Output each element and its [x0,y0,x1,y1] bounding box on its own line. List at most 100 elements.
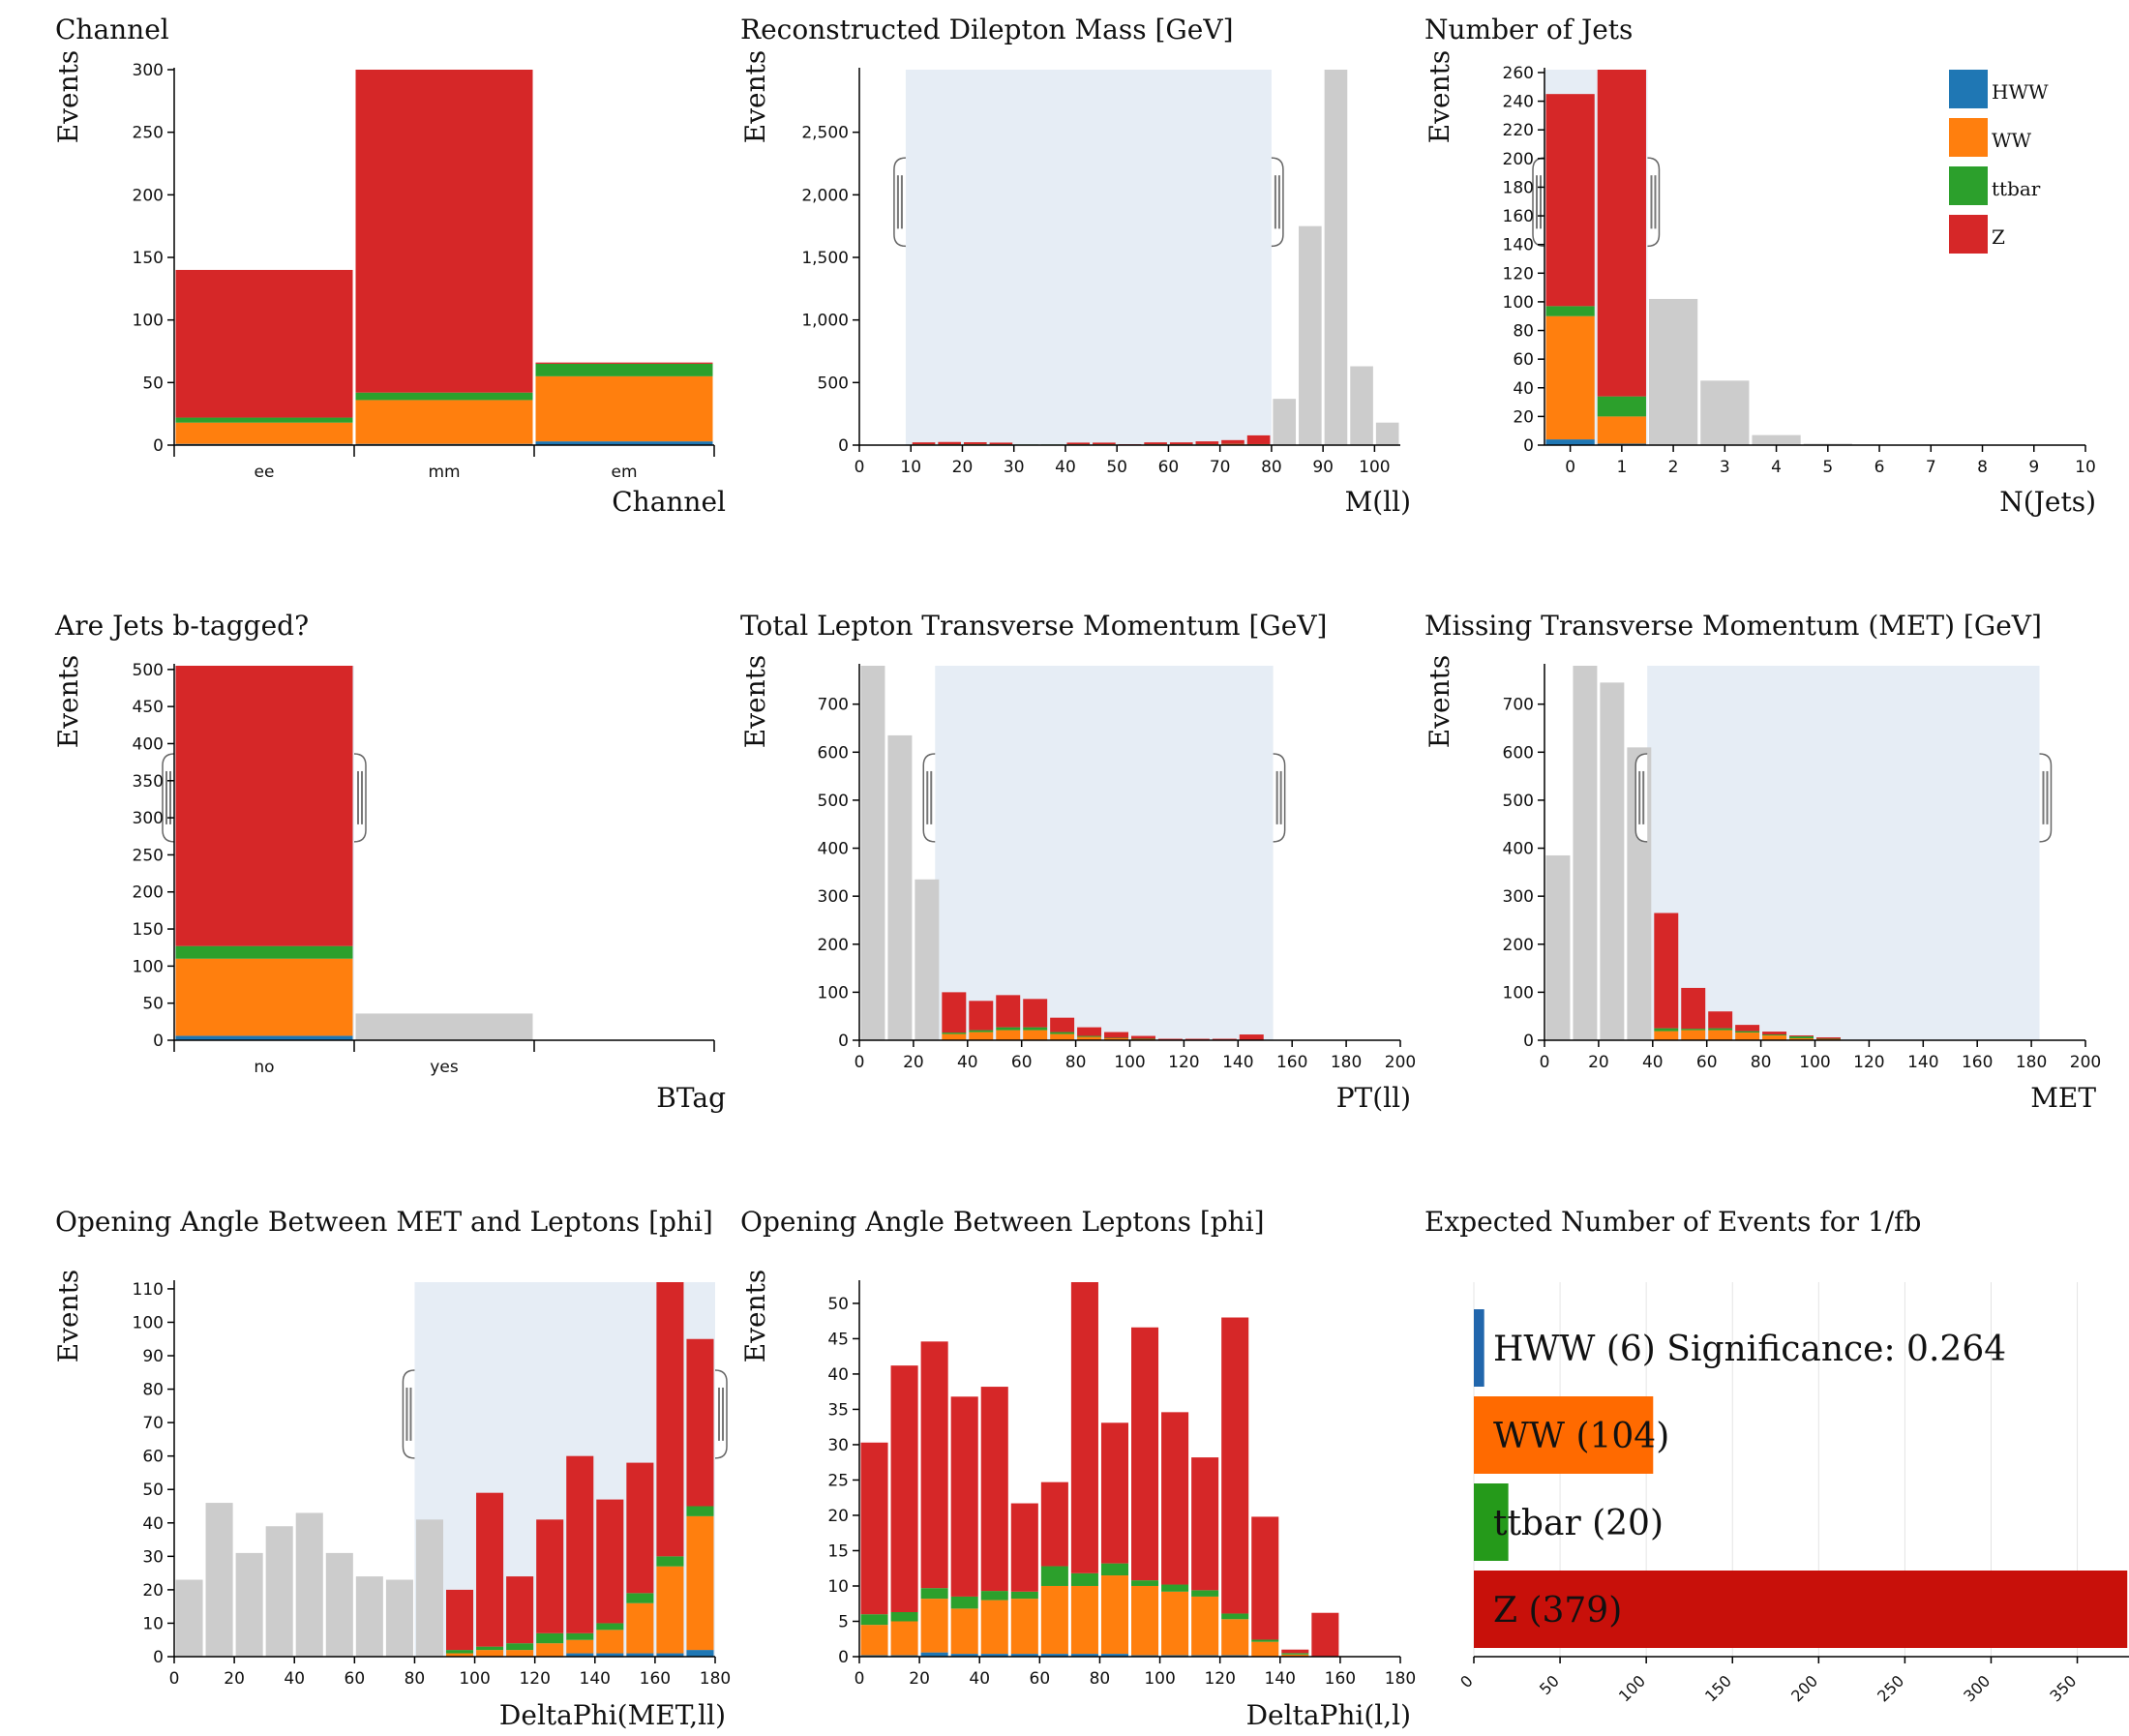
bar-segment-WW[interactable] [1708,1030,1733,1040]
bar-segment-HWW[interactable] [566,1653,594,1657]
bar-segment-Z[interactable] [1597,70,1646,397]
brush-selection[interactable] [1647,666,2040,1040]
bar-segment-Z[interactable] [989,442,1013,445]
brush-handle-arc[interactable] [922,753,936,843]
bar-segment-Z[interactable] [175,666,353,946]
bar-segment-ttbar[interactable] [1023,1027,1048,1031]
bar-segment-Z[interactable] [535,362,713,364]
bar-segment-ttbar[interactable] [1191,1590,1219,1597]
inactive-bar[interactable] [235,1552,263,1657]
bar-segment-WW[interactable] [566,1639,594,1654]
bar-HWW[interactable] [1474,1309,1484,1387]
bar-segment-Z[interactable] [1762,1032,1787,1035]
inactive-bar[interactable] [1752,434,1801,445]
brush-handle-arc[interactable] [2039,753,2053,843]
bar-segment-WW[interactable] [1104,1038,1128,1040]
bar-segment-Z[interactable] [1251,1516,1279,1640]
bar-segment-Z[interactable] [950,1396,978,1597]
bar-segment-WW[interactable] [1077,1036,1102,1040]
bar-segment-Z[interactable] [1789,1035,1814,1037]
bar-segment-Z[interactable] [1077,1027,1102,1036]
brush-handle-arc[interactable] [1271,157,1284,248]
bar-segment-HWW[interactable] [1040,1654,1068,1657]
bar-segment-Z[interactable] [1161,1412,1189,1585]
bar-segment-HWW[interactable] [596,1653,624,1657]
inactive-bar[interactable] [415,1519,443,1657]
bar-segment-WW[interactable] [1789,1038,1814,1040]
bar-segment-WW[interactable] [446,1653,474,1657]
bar-segment-ttbar[interactable] [535,363,713,376]
bar-segment-HWW[interactable] [1070,1654,1098,1657]
inactive-bar[interactable] [1350,366,1373,445]
bar-segment-ttbar[interactable] [1708,1028,1733,1031]
bar-segment-WW[interactable] [506,1650,534,1657]
bar-segment-Z[interactable] [1311,1612,1339,1657]
bar-segment-Z[interactable] [596,1499,624,1624]
bar-ttbar[interactable] [1474,1483,1509,1561]
brush-handle-arc[interactable] [402,1369,415,1459]
met-brush-handle[interactable] [2039,753,2053,843]
inactive-bar[interactable] [1299,225,1322,445]
inactive-bar[interactable] [205,1503,233,1657]
bar-segment-Z[interactable] [1040,1482,1068,1567]
bar-segment-Z[interactable] [1221,439,1244,444]
bar-segment-ttbar[interactable] [1161,1584,1189,1592]
bar-segment-ttbar[interactable] [355,392,533,401]
bar-segment-Z[interactable] [1066,442,1091,445]
bar-segment-ttbar[interactable] [969,1030,994,1033]
bar-segment-ttbar[interactable] [1281,1653,1309,1655]
bar-segment-ttbar[interactable] [1597,396,1646,417]
bar-segment-ttbar[interactable] [446,1650,474,1654]
bar-segment-ttbar[interactable] [506,1643,534,1651]
bar-segment-Z[interactable] [476,1492,504,1647]
bar-segment-WW[interactable] [890,1621,918,1656]
bar-segment-ttbar[interactable] [1735,1031,1760,1033]
inactive-bar[interactable] [1700,380,1750,445]
bar-segment-Z[interactable] [920,1341,948,1589]
bar-segment-WW[interactable] [1597,416,1646,444]
bar-segment-HWW[interactable] [626,1653,654,1657]
bar-segment-Z[interactable] [1144,442,1167,445]
bar-segment-Z[interactable] [1093,442,1116,445]
bar-WW[interactable] [1474,1396,1654,1474]
inactive-bar[interactable] [355,1576,383,1657]
bar-segment-WW[interactable] [860,1625,888,1656]
bar-segment-Z[interactable] [1131,1327,1159,1581]
bar-segment-Z[interactable] [963,442,987,444]
bar-segment-ttbar[interactable] [536,1632,564,1644]
inactive-bar[interactable] [325,1552,353,1657]
btag-brush-handle[interactable] [162,753,175,843]
bar-segment-Z[interactable] [860,1442,888,1615]
bar-segment-Z[interactable] [1654,913,1679,1029]
bar-segment-WW[interactable] [656,1566,684,1654]
bar-segment-Z[interactable] [938,441,961,445]
inactive-bar[interactable] [860,666,885,1040]
bar-segment-Z[interactable] [1212,1038,1237,1040]
bar-segment-Z[interactable] [996,995,1021,1028]
inactive-bar[interactable] [355,1013,533,1040]
bar-segment-WW[interactable] [1681,1030,1706,1040]
brush-selection[interactable] [935,666,1274,1040]
bar-segment-Z[interactable] [446,1589,474,1651]
bar-segment-WW[interactable] [1010,1599,1038,1655]
bar-segment-WW[interactable] [1281,1654,1309,1657]
bar-segment-HWW[interactable] [950,1654,978,1657]
bar-segment-ttbar[interactable] [1789,1036,1814,1039]
bar-segment-WW[interactable] [920,1599,948,1653]
bar-segment-Z[interactable] [1239,1034,1264,1040]
bar-segment-WW[interactable] [1040,1585,1068,1655]
brush-handle-arc[interactable] [1647,157,1661,248]
brush-handle-arc[interactable] [714,1369,728,1459]
btag-brush-handle[interactable] [353,753,367,843]
bar-segment-ttbar[interactable] [1010,1591,1038,1600]
brush-handle-arc[interactable] [353,753,367,843]
bar-segment-ttbar[interactable] [1077,1035,1102,1037]
inactive-bar[interactable] [385,1579,413,1657]
bar-segment-Z[interactable] [686,1338,714,1507]
inactive-bar[interactable] [915,879,940,1040]
bar-segment-WW[interactable] [1735,1033,1760,1040]
bar-segment-WW[interactable] [1654,1031,1679,1040]
bar-segment-WW[interactable] [1161,1591,1189,1656]
inactive-bar[interactable] [175,1579,203,1657]
bar-segment-ttbar[interactable] [656,1556,684,1567]
